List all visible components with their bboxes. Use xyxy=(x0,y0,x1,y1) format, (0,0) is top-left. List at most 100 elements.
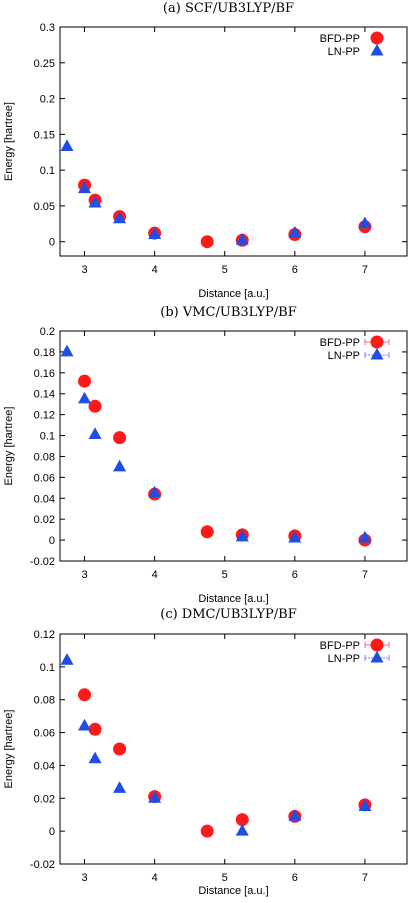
legend-label: LN-PP xyxy=(328,350,360,362)
data-point-triangle xyxy=(288,809,302,821)
x-tick-label: 7 xyxy=(362,569,368,581)
y-tick-label: 0 xyxy=(49,237,55,249)
data-point-triangle xyxy=(235,529,249,542)
chart-panel-2: (b) VMC/UB3LYP/BF -0.02 0 0.02 0.04 0.06 0.08 0… xyxy=(3,305,408,605)
x-tick-label: 3 xyxy=(81,569,87,581)
data-point-triangle xyxy=(235,823,249,836)
y-tick-label: 0.12 xyxy=(34,629,55,641)
data-point-triangle xyxy=(88,427,102,439)
data-point-triangle xyxy=(113,781,127,793)
data-point-circle xyxy=(235,813,249,827)
legend-marker-triangle xyxy=(370,650,384,663)
data-point-triangle xyxy=(288,225,302,238)
data-point-triangle xyxy=(148,485,162,498)
chart-title: (a) SCF/UB3LYP/BF xyxy=(163,1,294,16)
series-bfd-pp xyxy=(78,374,372,547)
data-point-triangle xyxy=(358,216,372,229)
data-point-circle xyxy=(200,525,214,539)
y-tick-label: 0.12 xyxy=(34,410,55,422)
legend-label: BFD-PP xyxy=(320,33,360,45)
series-ln-pp xyxy=(60,344,372,543)
y-axis-label: Energy [hartree] xyxy=(3,102,15,181)
x-tick-label: 5 xyxy=(222,569,228,581)
x-tick-label: 5 xyxy=(222,264,228,276)
series-bfd-pp xyxy=(78,178,372,249)
data-point-triangle xyxy=(60,344,74,357)
legend-marker-triangle xyxy=(370,347,384,360)
data-point-triangle xyxy=(88,195,102,208)
y-axis-label: Energy [hartree] xyxy=(3,407,15,486)
y-tick-label: 0 xyxy=(49,826,55,838)
y-tick-label: 0.2 xyxy=(40,94,55,106)
x-tick-label: 6 xyxy=(292,872,298,884)
y-tick-label: 0.08 xyxy=(34,695,55,707)
data-point-triangle xyxy=(148,791,162,803)
y-tick-label: 0.25 xyxy=(34,58,55,70)
y-tick-label: 0.15 xyxy=(34,129,55,141)
y-axis-label: Energy [hartree] xyxy=(3,710,15,789)
y-tick-label: 0.3 xyxy=(40,22,55,34)
y-tick-label: 0.1 xyxy=(40,165,55,177)
series-bfd-pp xyxy=(78,688,372,838)
data-point-circle xyxy=(113,742,127,756)
data-point-triangle xyxy=(60,653,74,665)
x-tick-label: 4 xyxy=(152,569,158,581)
data-point-triangle xyxy=(78,718,92,731)
legend-label: LN-PP xyxy=(328,653,360,665)
x-tick-label: 7 xyxy=(362,872,368,884)
legend-label: BFD-PP xyxy=(320,640,360,652)
data-point-circle xyxy=(88,722,102,736)
chart-title: (b) VMC/UB3LYP/BF xyxy=(160,305,297,320)
y-tick-label: 0.2 xyxy=(40,326,55,338)
y-tick-label: 0.04 xyxy=(34,493,55,505)
x-axis-label: Distance [a.u.] xyxy=(198,288,268,300)
data-point-triangle xyxy=(113,211,127,224)
legend-marker-circle xyxy=(370,335,384,349)
y-tick-label: 0.06 xyxy=(34,728,55,740)
y-tick-label: 0.14 xyxy=(34,389,55,401)
plot-frame xyxy=(59,633,408,865)
data-point-triangle xyxy=(148,227,162,239)
chart-title: (c) DMC/UB3LYP/BF xyxy=(160,607,296,622)
y-tick-label: 0.04 xyxy=(34,760,55,772)
y-tick-label: 0.1 xyxy=(40,662,55,674)
y-tick-label: 0.05 xyxy=(34,201,55,213)
series-ln-pp xyxy=(60,653,372,836)
y-tick-label: 0.08 xyxy=(34,451,55,463)
x-tick-label: 6 xyxy=(292,264,298,276)
data-point-circle xyxy=(78,688,92,702)
series-ln-pp xyxy=(60,139,372,245)
y-tick-label: 0.02 xyxy=(34,793,55,805)
data-point-circle xyxy=(113,431,127,445)
y-tick-label: 0.1 xyxy=(40,431,55,443)
legend-marker-circle xyxy=(370,638,384,652)
data-point-triangle xyxy=(78,391,92,404)
x-tick-label: 4 xyxy=(152,872,158,884)
x-tick-label: 7 xyxy=(362,264,368,276)
y-tick-label: 0.16 xyxy=(34,368,55,380)
x-tick-label: 5 xyxy=(222,872,228,884)
data-point-circle xyxy=(200,235,214,249)
x-tick-label: 6 xyxy=(292,569,298,581)
y-tick-label: 0.02 xyxy=(34,514,55,526)
legend-marker-triangle xyxy=(370,43,384,56)
data-point-triangle xyxy=(358,530,372,543)
x-axis-label: Distance [a.u.] xyxy=(198,885,268,897)
data-point-circle xyxy=(88,399,102,413)
chart-panel-1: (a) SCF/UB3LYP/BF 0 0.05 0.1 0.15 0.2 0.25 0.3 3… xyxy=(3,1,408,300)
data-point-triangle xyxy=(88,751,102,764)
y-tick-label: -0.02 xyxy=(30,556,55,568)
data-point-triangle xyxy=(235,233,249,245)
x-tick-label: 3 xyxy=(81,264,87,276)
y-tick-label: 0 xyxy=(49,535,55,547)
data-point-triangle xyxy=(358,799,372,811)
legend-marker-circle xyxy=(370,31,384,45)
x-axis-label: Distance [a.u.] xyxy=(198,593,268,605)
data-point-circle xyxy=(78,374,92,388)
plot-frame xyxy=(59,330,408,562)
data-point-triangle xyxy=(78,181,92,194)
data-point-triangle xyxy=(113,459,127,472)
